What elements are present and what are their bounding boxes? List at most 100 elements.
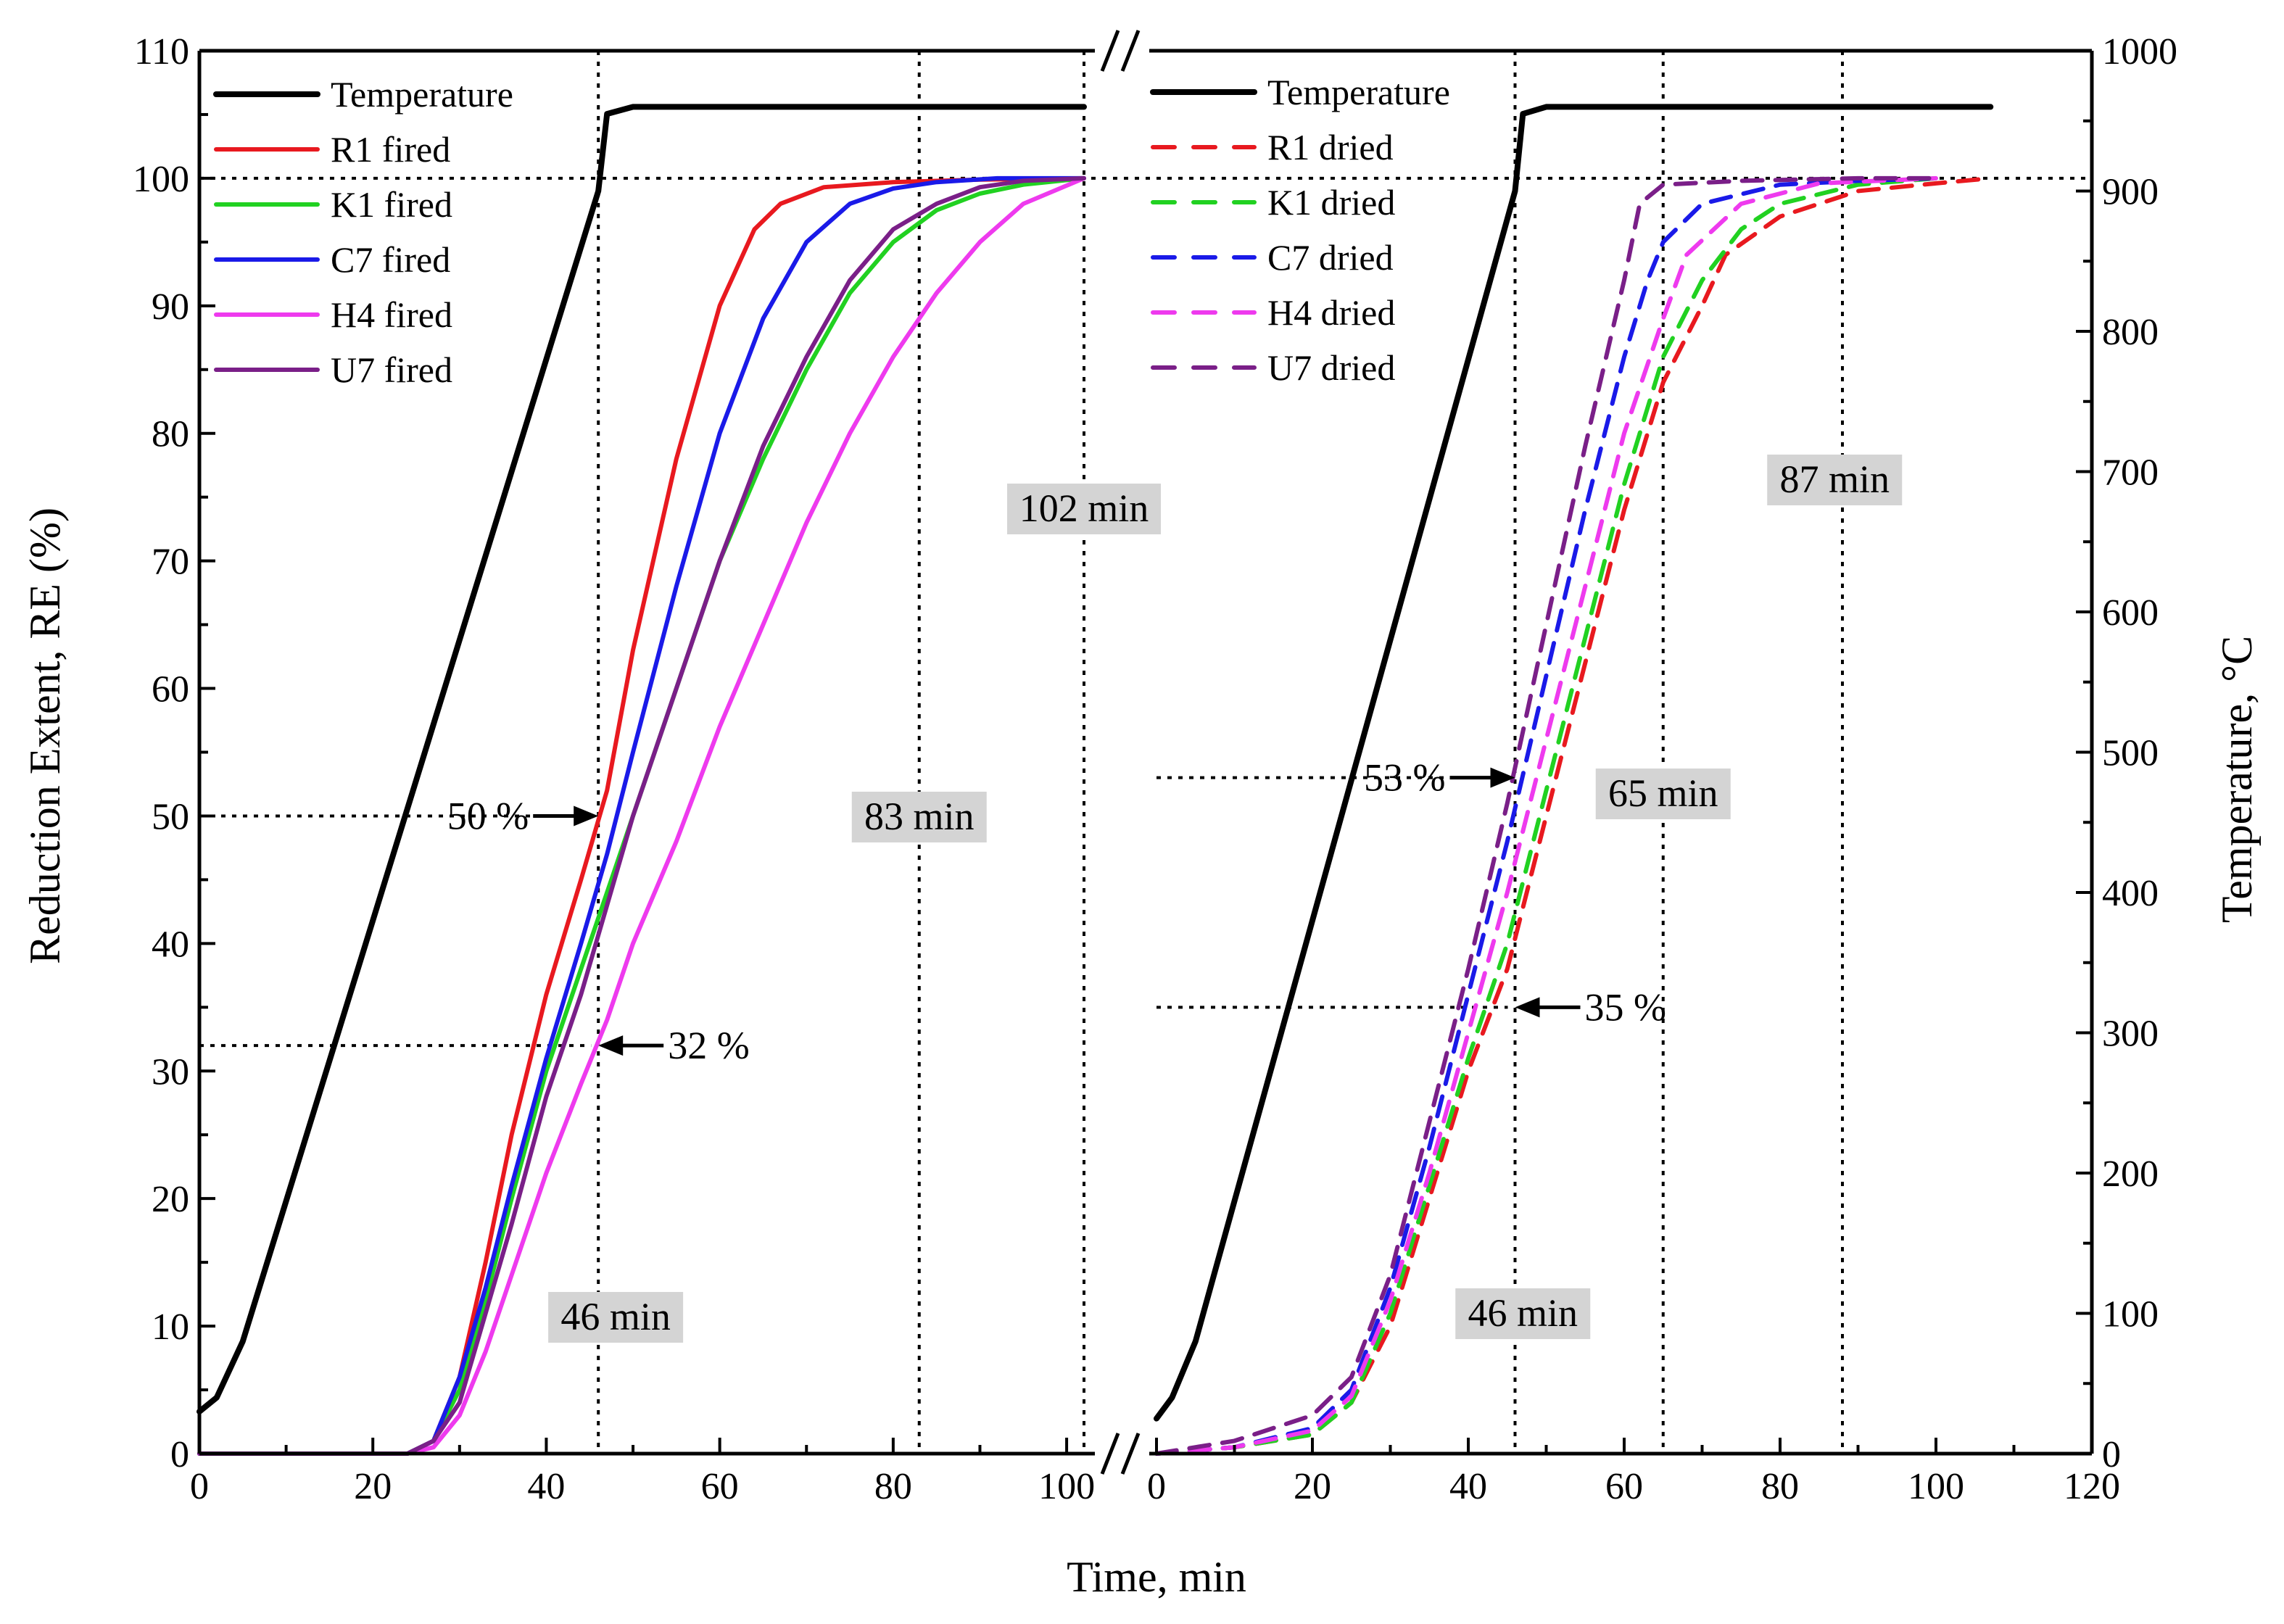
series-u7-dried — [1154, 175, 1938, 1456]
y-right-tick-label: 200 — [2102, 1153, 2159, 1195]
y-right-tick-label: 400 — [2102, 873, 2159, 914]
legend-label: C7 dried — [1267, 237, 1394, 278]
legend-label: H4 dried — [1267, 292, 1395, 333]
series-temperature — [196, 104, 1087, 1414]
y-right-tick-label: 600 — [2102, 592, 2159, 634]
series-k1-dried — [1154, 175, 1938, 1456]
y-left-tick-label: 20 — [152, 1179, 189, 1220]
time-label: 46 min — [1455, 1288, 1591, 1339]
time-label: 46 min — [548, 1292, 684, 1343]
x-tick-label: 0 — [1147, 1466, 1166, 1507]
time-label-background — [1007, 484, 1161, 534]
y-right-tick-label: 900 — [2102, 172, 2159, 213]
x-tick-label: 80 — [874, 1466, 912, 1507]
y-axis-left-title: Reduction Extent, RE (%) — [21, 508, 69, 964]
legends: Temperature R1 fired K1 fired C7 fired H4 fi… — [213, 72, 1450, 390]
time-label-background — [1455, 1288, 1591, 1339]
annotation-arrow-head — [1490, 767, 1515, 788]
axis-break-mark — [1100, 30, 1120, 72]
series-c7-fired — [197, 175, 1086, 1456]
axis-break-mark — [1100, 1433, 1120, 1475]
legend-label: R1 dried — [1267, 127, 1394, 167]
time-label: 87 min — [1767, 455, 1903, 505]
legend-label: Temperature — [331, 74, 513, 115]
y-right-tick-label: 1000 — [2102, 31, 2177, 72]
time-label-background — [548, 1292, 684, 1343]
time-label-text: 102 min — [1019, 486, 1149, 530]
y-left-tick-label: 40 — [152, 924, 189, 965]
reference-lines — [199, 51, 2092, 1454]
legend-label: Temperature — [1267, 72, 1450, 112]
x-tick-label: 40 — [1449, 1466, 1487, 1507]
time-label-text: 87 min — [1779, 457, 1890, 501]
y-right-tick-label: 0 — [2102, 1434, 2121, 1475]
x-tick-label: 100 — [1038, 1466, 1095, 1507]
y-right-tick-label: 700 — [2102, 452, 2159, 494]
x-tick-label: 60 — [701, 1466, 739, 1507]
legend-dried: Temperature R1 dried K1 dried C7 dried H4 dr… — [1150, 72, 1450, 388]
series-c7-dried — [1154, 175, 1938, 1456]
x-axis-title: Time, min — [1067, 1553, 1246, 1601]
y-left-tick-label: 30 — [152, 1051, 189, 1093]
annotation-arrow-head — [574, 805, 599, 826]
time-label-text: 65 min — [1608, 771, 1718, 815]
plot-series — [196, 104, 1994, 1456]
legend-label: K1 dried — [1267, 182, 1395, 223]
x-tick-label: 80 — [1761, 1466, 1799, 1507]
time-label-background — [1595, 768, 1731, 819]
tick-labels: 0102030405060708090100110010020030040050… — [133, 31, 2177, 1507]
axis-break-mark — [1120, 1433, 1141, 1475]
legend-label: U7 dried — [1267, 347, 1395, 388]
x-tick-label: 40 — [527, 1466, 565, 1507]
y-axis-right-title: Temperature, °C — [2213, 636, 2261, 923]
legend-label: R1 fired — [331, 129, 450, 170]
time-label-text: 46 min — [560, 1295, 671, 1338]
legend-label: U7 fired — [331, 349, 452, 390]
series-u7-fired — [197, 175, 1086, 1456]
y-left-tick-label: 60 — [152, 669, 189, 710]
legend-fired: Temperature R1 fired K1 fired C7 fired H4 fi… — [213, 74, 513, 390]
legend-label: K1 fired — [331, 184, 452, 225]
time-label-text: 46 min — [1468, 1291, 1578, 1335]
series-temperature — [1154, 104, 1994, 1422]
x-tick-label: 20 — [354, 1466, 392, 1507]
x-tick-label: 120 — [2064, 1466, 2120, 1507]
time-label: 83 min — [851, 792, 987, 842]
y-left-tick-label: 110 — [134, 31, 189, 72]
annotation-arrow-head — [1515, 997, 1540, 1018]
y-left-tick-label: 100 — [133, 159, 189, 200]
time-label-background — [851, 792, 987, 842]
y-left-tick-label: 80 — [152, 414, 189, 455]
x-tick-label: 60 — [1605, 1466, 1643, 1507]
y-right-tick-label: 500 — [2102, 733, 2159, 774]
annotation-label: 50 % — [447, 794, 529, 837]
annotation-label: 35 % — [1585, 985, 1666, 1029]
time-label: 102 min — [1007, 484, 1161, 534]
y-left-tick-label: 50 — [152, 796, 189, 837]
time-label: 65 min — [1595, 768, 1731, 819]
y-left-tick-label: 90 — [152, 286, 189, 328]
percent-annotation: 50 % — [447, 794, 599, 837]
axes — [197, 30, 2094, 1475]
x-tick-label: 20 — [1294, 1466, 1331, 1507]
x-tick-label: 0 — [190, 1466, 209, 1507]
y-right-tick-label: 300 — [2102, 1014, 2159, 1055]
legend-label: H4 fired — [331, 294, 452, 335]
percent-annotation: 35 % — [1515, 985, 1666, 1029]
y-right-tick-label: 100 — [2102, 1294, 2159, 1335]
y-left-tick-label: 70 — [152, 542, 189, 583]
y-right-tick-label: 800 — [2102, 312, 2159, 353]
axis-break-mark — [1120, 30, 1141, 72]
time-label-text: 83 min — [864, 795, 975, 838]
annotation-label: 32 % — [668, 1024, 749, 1067]
annotation-label: 53 % — [1364, 756, 1445, 800]
annotations: 50 % 32 % 53 % 35 % 46 min 83 min 102 min 46 mi… — [447, 455, 1903, 1343]
y-left-tick-label: 0 — [170, 1434, 189, 1475]
y-left-tick-label: 10 — [152, 1306, 189, 1348]
percent-annotation: 53 % — [1364, 756, 1515, 800]
legend-label: C7 fired — [331, 239, 450, 280]
series-h4-dried — [1154, 175, 1938, 1456]
percent-annotation: 32 % — [598, 1024, 750, 1067]
series-h4-fired — [197, 175, 1086, 1456]
